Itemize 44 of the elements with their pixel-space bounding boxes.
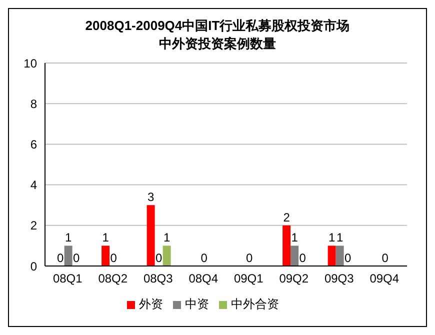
legend-label: 中外合资 <box>231 297 279 311</box>
x-tick-label: 09Q4 <box>370 272 400 286</box>
data-label: 0 <box>56 251 64 265</box>
bar <box>162 246 171 266</box>
legend-label: 中资 <box>185 297 209 311</box>
data-label: 2 <box>283 210 290 224</box>
bar <box>336 246 344 266</box>
chart-subtitle: 中外资投资案例数量 <box>158 35 277 53</box>
legend-label: 外资 <box>139 297 163 311</box>
data-label: 0 <box>72 251 80 265</box>
bar <box>102 246 110 266</box>
data-label: 0 <box>155 251 162 265</box>
data-label: 1 <box>336 230 344 245</box>
data-label: 1 <box>64 230 72 245</box>
y-tick-label: 2 <box>30 218 38 233</box>
data-label: 1 <box>328 230 336 245</box>
data-label: 0 <box>382 251 389 265</box>
x-tick-label: 08Q1 <box>52 272 83 286</box>
bar <box>146 205 155 266</box>
data-label: 0 <box>246 251 253 265</box>
y-tick-label: 10 <box>24 56 38 70</box>
chart-title: 2008Q1-2009Q4中国IT行业私募股权投资市场 <box>84 17 351 35</box>
x-tick-label: 08Q3 <box>143 272 174 286</box>
y-tick-label: 0 <box>30 259 38 274</box>
x-tick-label: 09Q1 <box>234 272 264 286</box>
y-tick-label: 6 <box>30 137 38 152</box>
bar <box>64 246 72 266</box>
x-tick-label: 08Q4 <box>188 272 218 286</box>
data-label: 0 <box>344 251 352 265</box>
x-tick-label: 09Q2 <box>279 272 309 286</box>
data-label: 1 <box>163 230 170 245</box>
data-label: 0 <box>299 251 306 265</box>
data-label: 1 <box>291 230 298 245</box>
data-label: 3 <box>147 190 154 204</box>
bar <box>282 225 291 266</box>
data-label: 1 <box>102 230 110 245</box>
y-tick-label: 4 <box>30 178 38 192</box>
x-tick-label: 09Q3 <box>324 272 354 286</box>
data-label: 0 <box>200 251 208 265</box>
y-tick-label: 8 <box>30 96 38 111</box>
bar <box>328 246 336 266</box>
bar <box>290 246 299 266</box>
data-label: 0 <box>110 251 118 265</box>
x-tick-label: 08Q2 <box>98 272 128 286</box>
